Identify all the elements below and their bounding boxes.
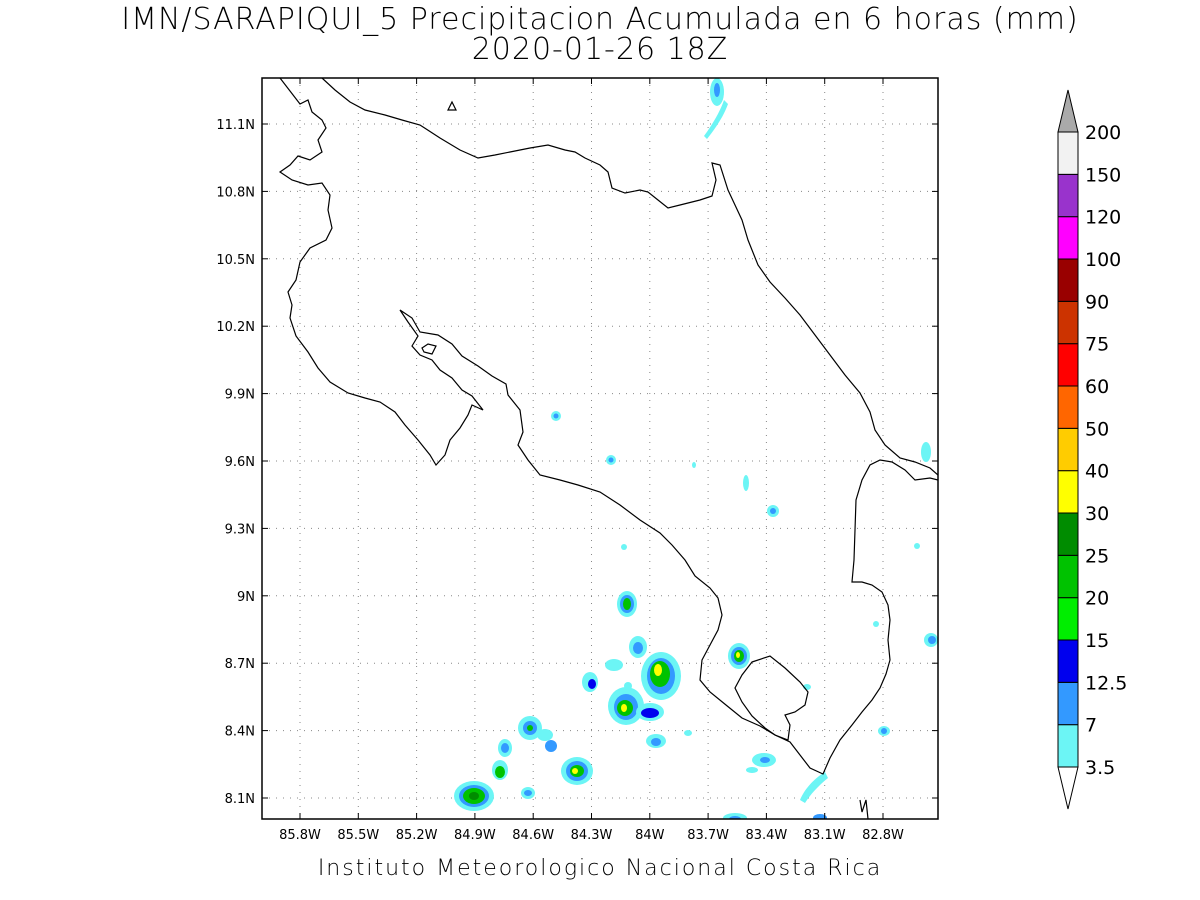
colorbar-label: 150 [1085, 164, 1121, 186]
colorbar-segment [1057, 343, 1079, 387]
colorbar-segment [1057, 427, 1079, 472]
precip-cell [492, 760, 508, 780]
colorbar-label: 15 [1085, 630, 1109, 652]
colorbar-segment [1057, 173, 1079, 218]
coastline-layer [278, 78, 938, 819]
precip-cell [924, 633, 938, 647]
latitude-tick-label: 9.3N [225, 522, 255, 537]
colorbar-segment [1057, 681, 1079, 726]
precip-cell [800, 772, 828, 803]
longitude-tick-label: 85.8W [279, 828, 321, 843]
coastline [321, 78, 938, 476]
latitude-tick-label: 11.1N [216, 118, 255, 133]
precip-cell [746, 753, 776, 773]
colorbar-label: 90 [1085, 291, 1109, 313]
colorbar-label: 60 [1085, 376, 1109, 398]
latitude-tick-label: 8.4N [225, 725, 255, 740]
colorbar-segment [1057, 724, 1079, 768]
latitude-tick-label: 10.2N [216, 320, 255, 335]
longitude-tick-label: 83.7W [687, 828, 729, 843]
colorbar-labels: 200 150 120 100 90 75 60 50 40 30 25 20 15 12.5 7 3.5 [1085, 122, 1127, 779]
colorbar-label: 12.5 [1085, 672, 1127, 694]
precipitation-layer [454, 78, 938, 819]
precip-cell [518, 716, 542, 740]
precip-cell [728, 643, 750, 669]
coastline [278, 78, 938, 775]
colorbar-segment [1057, 597, 1079, 641]
longitude-tick-label: 83.4W [745, 828, 787, 843]
chart-subtitle: 2020-01-26 18Z [471, 32, 729, 67]
latitude-tick-label: 9N [237, 590, 255, 605]
colorbar-label: 100 [1085, 249, 1121, 271]
precip-cell [605, 636, 647, 671]
precip-cell [617, 591, 637, 617]
precip-cell [537, 729, 557, 752]
coastline [734, 655, 809, 741]
longitude-tick-label: 83.1W [804, 828, 846, 843]
longitude-tick-label: 84W [635, 828, 665, 843]
colorbar-label: 40 [1085, 461, 1109, 483]
longitude-tick-label: 84.6W [512, 828, 554, 843]
precip-cell [723, 442, 931, 819]
latitude-tick-label: 10.5N [216, 253, 255, 268]
colorbar-segment [1057, 385, 1079, 429]
precip-cell [521, 787, 535, 799]
colorbar-segment [1057, 639, 1079, 683]
colorbar-segment [1057, 131, 1079, 175]
colorbar-segment [1057, 258, 1079, 302]
colorbar-label: 200 [1085, 122, 1121, 144]
longitude-labels: 85.8W 85.5W 85.2W 84.9W 84.6W 84.3W 84W 83.7W 83… [279, 828, 904, 843]
colorbar-label: 25 [1085, 545, 1109, 567]
chart-title: IMN/SARAPIQUI_5 Precipitacion Acumulada … [121, 2, 1079, 37]
colorbar-segment [1057, 216, 1079, 260]
latitude-tick-label: 9.9N [225, 388, 255, 403]
longitude-tick-label: 82.8W [862, 828, 904, 843]
coastline [421, 343, 437, 355]
precip-cell [582, 672, 598, 692]
latitude-tick-label: 8.7N [225, 657, 255, 672]
colorbar-label: 3.5 [1085, 757, 1115, 779]
colorbar-segment [1057, 300, 1079, 345]
colorbar-label: 30 [1085, 503, 1109, 525]
map-grid [262, 78, 938, 819]
axis-ticks [262, 78, 938, 819]
colorbar-min-arrow [1057, 766, 1079, 810]
plot-frame [261, 77, 939, 820]
latitude-labels: 11.1N 10.8N 10.5N 10.2N 9.9N 9.6N 9.3N 9N 8.7N 8.… [216, 118, 255, 807]
precip-cell [646, 734, 666, 748]
latitude-tick-label: 9.6N [225, 455, 255, 470]
precip-cell [608, 687, 644, 725]
longitude-tick-label: 85.2W [396, 828, 438, 843]
colorbar-label: 75 [1085, 334, 1109, 356]
precip-cell [878, 726, 890, 736]
precip-cell [621, 544, 692, 736]
colorbar-segment [1057, 512, 1079, 556]
colorbar-label: 120 [1085, 207, 1121, 229]
footer-credit: Instituto Meteorologico Nacional Costa R… [317, 856, 883, 881]
colorbar-label: 50 [1085, 418, 1109, 440]
latitude-tick-label: 8.1N [225, 792, 255, 807]
latitude-tick-label: 10.8N [216, 185, 255, 200]
longitude-tick-label: 84.9W [454, 828, 496, 843]
longitude-tick-label: 85.5W [337, 828, 379, 843]
precip-cell [704, 78, 728, 139]
colorbar-segment [1057, 554, 1079, 599]
colorbar-label: 20 [1085, 588, 1109, 610]
coastline [859, 799, 869, 819]
precip-cell [498, 739, 512, 757]
precip-cell [641, 652, 681, 700]
colorbar-max-arrow [1057, 89, 1079, 133]
precip-cell [636, 703, 664, 721]
colorbar [1057, 89, 1079, 810]
longitude-tick-label: 84.3W [571, 828, 613, 843]
precip-cell [551, 411, 696, 468]
colorbar-segment [1057, 470, 1079, 514]
precip-cell [454, 781, 494, 811]
coastline [447, 100, 457, 111]
precip-cell [561, 757, 593, 785]
colorbar-label: 7 [1085, 715, 1097, 737]
